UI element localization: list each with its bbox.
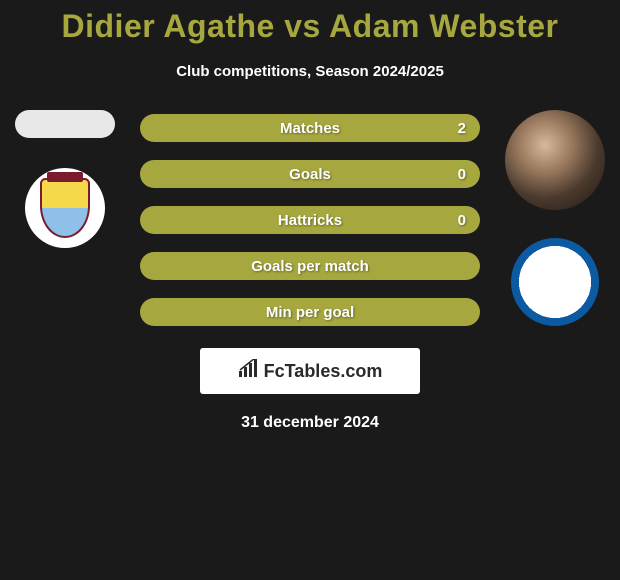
avfc-shield-icon <box>40 178 90 238</box>
stat-label: Hattricks <box>278 212 342 229</box>
comparison-panel: Matches 2 Goals 0 Hattricks 0 Goals per … <box>0 110 620 432</box>
stat-bar-hattricks: Hattricks 0 <box>140 206 480 234</box>
seagull-icon <box>532 259 578 305</box>
stat-bars: Matches 2 Goals 0 Hattricks 0 Goals per … <box>140 110 480 326</box>
stat-bar-min-per-goal: Min per goal <box>140 298 480 326</box>
stat-label: Goals <box>289 166 331 183</box>
brand-text: FcTables.com <box>264 361 383 382</box>
club-badge-right <box>511 238 599 326</box>
stat-label: Matches <box>280 120 340 137</box>
stat-label: Goals per match <box>251 258 369 275</box>
brand-badge: FcTables.com <box>200 348 420 394</box>
club-badge-left <box>25 168 105 248</box>
stat-right-value: 0 <box>458 166 466 183</box>
subtitle: Club competitions, Season 2024/2025 <box>0 63 620 80</box>
player-right-column <box>500 110 610 326</box>
stat-label: Min per goal <box>266 304 354 321</box>
stat-bar-goals-per-match: Goals per match <box>140 252 480 280</box>
stat-bar-matches: Matches 2 <box>140 114 480 142</box>
page-title: Didier Agathe vs Adam Webster <box>0 0 620 45</box>
bar-chart-icon <box>238 359 260 384</box>
snapshot-date: 31 december 2024 <box>0 414 620 432</box>
stat-right-value: 0 <box>458 212 466 229</box>
player-right-photo <box>505 110 605 210</box>
player-left-photo-placeholder <box>15 110 115 138</box>
stat-right-value: 2 <box>458 120 466 137</box>
stat-bar-goals: Goals 0 <box>140 160 480 188</box>
player-left-column <box>10 110 120 248</box>
